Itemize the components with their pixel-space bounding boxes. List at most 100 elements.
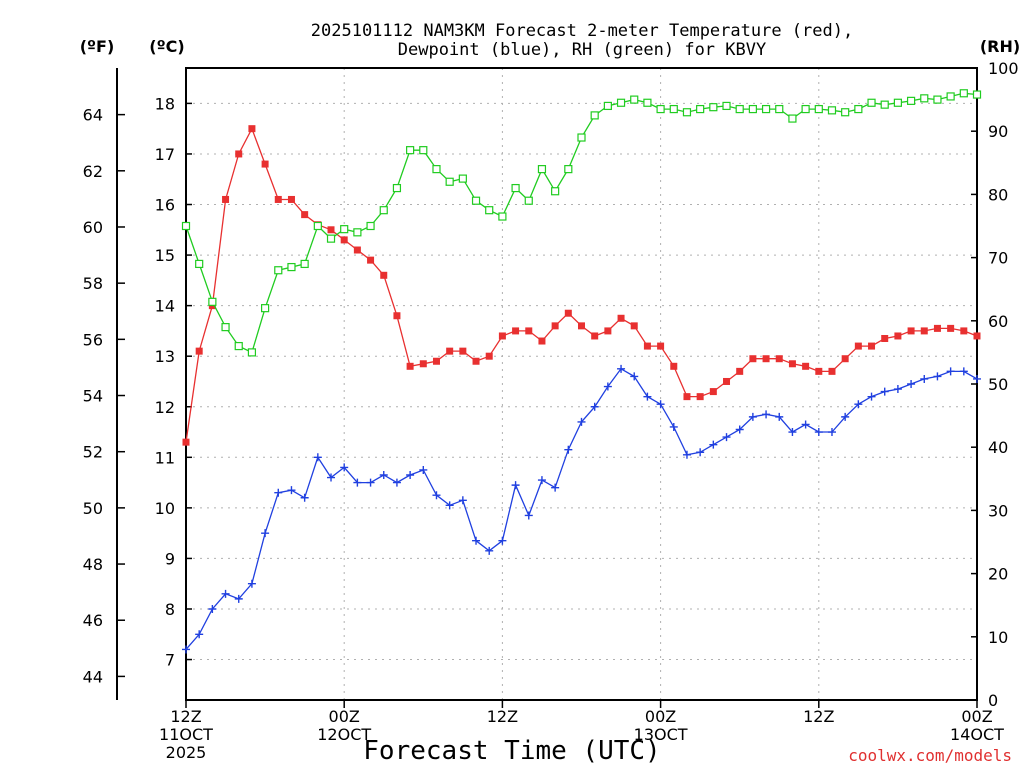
temperature-point: [868, 342, 876, 350]
rh-tick-label: 30: [988, 501, 1008, 520]
rh-point: [551, 187, 560, 196]
plot-frame: [185, 67, 978, 701]
rh-point: [537, 165, 547, 174]
temperature-point: [261, 160, 269, 168]
temperature-point: [301, 211, 309, 219]
dewpoint-point: [327, 473, 336, 482]
rh-point: [814, 104, 823, 114]
rh-tick-label: 20: [988, 565, 1008, 584]
dewpoint-point: [946, 367, 955, 376]
x-tick-label: 12Z: [170, 707, 201, 726]
dewpoint-point: [406, 471, 415, 480]
dewpoint-point: [511, 481, 520, 490]
rh-point: [630, 95, 639, 104]
temperature-point: [274, 195, 282, 203]
rh-point: [735, 104, 744, 114]
temperature-point: [960, 327, 968, 335]
fahrenheit-tick-label: 60: [83, 218, 103, 237]
dewpoint-point: [669, 422, 678, 431]
rh-point: [366, 221, 375, 231]
dewpoint-point: [603, 382, 612, 391]
temperature-point: [630, 322, 638, 330]
temperature-point: [235, 150, 243, 158]
temperature-point: [432, 357, 440, 365]
rh-point: [181, 221, 191, 231]
rh-point: [775, 104, 784, 114]
dewpoint-point: [577, 417, 586, 426]
rh-point: [854, 104, 863, 114]
temperature-point: [327, 226, 335, 234]
dewpoint-point: [656, 400, 665, 409]
temperature-point: [367, 256, 375, 264]
rh-point: [946, 92, 955, 101]
credit-text: coolwx.com/models: [848, 746, 1012, 765]
fahrenheit-tick-label: 46: [83, 611, 103, 630]
dewpoint-point: [524, 511, 533, 520]
rh-tick-label: 60: [988, 312, 1008, 331]
fahrenheit-unit-label: (ºF): [80, 37, 115, 56]
x-tick-label: 14OCT: [950, 725, 1004, 744]
dewpoint-point: [313, 453, 322, 462]
rh-point: [300, 259, 309, 269]
dewpoint-point: [643, 392, 652, 401]
temperature-series-line: [185, 127, 978, 443]
x-axis-label: Forecast Time (UTC): [363, 736, 660, 766]
celsius-tick-label: 16: [155, 196, 175, 215]
rh-tick-label: 100: [988, 59, 1019, 78]
rh-point: [564, 165, 573, 174]
rh-point: [748, 104, 757, 114]
temperature-point: [709, 388, 717, 396]
rh-point: [827, 106, 837, 115]
temperature-point: [736, 367, 744, 375]
rh-point: [696, 104, 705, 114]
temperature-point: [498, 332, 506, 340]
rh-point: [893, 98, 903, 107]
temperature-point: [419, 360, 427, 368]
dewpoint-point: [933, 372, 942, 381]
rh-point: [485, 206, 494, 215]
temperature-point: [854, 342, 862, 350]
dewpoint-point: [551, 483, 560, 492]
fahrenheit-tick-label: 44: [83, 667, 103, 686]
temperature-point: [828, 367, 836, 375]
chart-title-line-1: 2025101112 NAM3KM Forecast 2-meter Tempe…: [311, 21, 853, 41]
fahrenheit-tick-label: 64: [83, 106, 103, 125]
temperature-point: [340, 236, 348, 244]
rh-point: [643, 98, 652, 107]
celsius-tick-label: 17: [155, 145, 175, 164]
temperature-point: [815, 367, 823, 375]
celsius-tick-label: 13: [155, 347, 175, 366]
celsius-tick-label: 10: [155, 499, 175, 518]
temperature-point: [446, 347, 454, 355]
rh-point: [287, 262, 296, 272]
celsius-tick-label: 8: [165, 600, 175, 619]
temperature-point: [195, 347, 203, 355]
temperature-point: [973, 332, 981, 340]
temperature-point: [683, 393, 691, 401]
temperature-point: [841, 355, 849, 363]
temperature-point: [881, 334, 889, 342]
rh-point: [511, 183, 520, 193]
temperature-point: [723, 377, 731, 385]
rh-point: [656, 104, 665, 114]
tick-labels: 44 46 48 50 52 54 56 58 60 62 64 7 8 9 10 11 12 13 14 15 16 1…: [83, 59, 1019, 762]
dewpoint-point: [485, 546, 494, 555]
dewpoint-point: [590, 402, 599, 411]
dewpoint-point: [208, 604, 217, 613]
dewpoint-point: [867, 392, 876, 401]
rh-point: [603, 101, 612, 111]
dewpoint-point: [287, 486, 296, 495]
temperature-point: [617, 314, 625, 322]
rh-tick-label: 10: [988, 628, 1008, 647]
fahrenheit-tick-label: 58: [83, 274, 103, 293]
rh-point: [458, 174, 467, 183]
rh-point: [616, 98, 626, 107]
temperature-point: [894, 332, 902, 340]
celsius-tick-label: 7: [165, 651, 175, 670]
rh-point: [379, 206, 388, 215]
rh-tick-label: 0: [988, 691, 998, 710]
celsius-tick-label: 15: [155, 246, 175, 265]
temperature-point: [564, 309, 572, 317]
temperature-point: [485, 352, 493, 360]
dewpoint-point: [247, 579, 256, 588]
